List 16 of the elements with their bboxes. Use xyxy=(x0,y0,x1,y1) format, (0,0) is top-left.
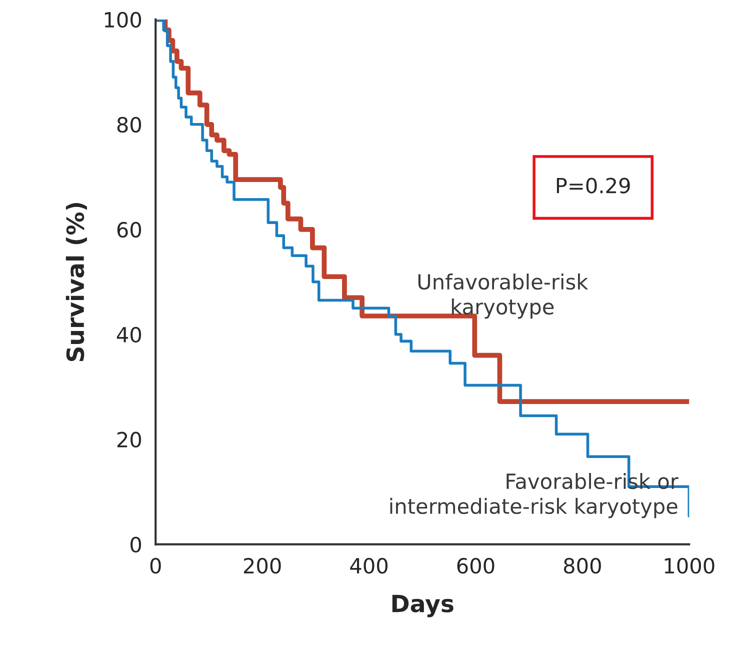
y-tick-label: 80 xyxy=(117,116,142,133)
y-tick-label: 0 xyxy=(130,536,142,553)
x-axis-title: Days xyxy=(392,594,454,618)
x-tick-label: 400 xyxy=(350,558,388,574)
y-tick-label: 100 xyxy=(104,12,142,28)
annotation: P=0.29 xyxy=(556,178,630,194)
series-label: Unfavorable-risk karyotype xyxy=(418,274,588,319)
x-tick-label: 800 xyxy=(564,558,601,574)
x-tick-label: 1000 xyxy=(664,558,714,574)
y-tick-label: 40 xyxy=(116,326,142,343)
x-tick-label: 0 xyxy=(150,558,161,574)
x-tick-label: 600 xyxy=(457,558,494,574)
y-tick-label: 60 xyxy=(117,222,142,238)
y-tick-label: 20 xyxy=(117,432,142,448)
x-tick-label: 200 xyxy=(244,558,281,574)
y-axis-title: Survival (%) xyxy=(66,203,87,362)
